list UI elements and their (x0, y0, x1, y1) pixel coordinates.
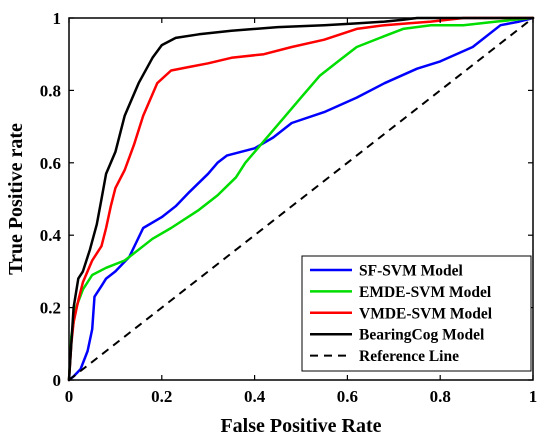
x-tick-label: 1 (529, 387, 538, 406)
x-tick-label: 0.8 (430, 387, 451, 406)
y-axis-label: True Positive rate (5, 123, 27, 275)
y-tick-label: 0.4 (40, 226, 62, 245)
y-tick-label: 0 (53, 371, 62, 390)
y-tick-label: 0.2 (40, 299, 61, 318)
x-tick-label: 0 (65, 387, 74, 406)
y-tick-label: 0.8 (40, 81, 61, 100)
axes-frame (68, 17, 534, 381)
series-line-reference-line (68, 17, 534, 381)
legend-label: VMDE-SVM Model (359, 305, 493, 322)
x-tick-label: 0.4 (244, 387, 266, 406)
legend: SF-SVM Model EMDE-SVM Model VMDE-SVM Model… (301, 255, 532, 372)
x-tick-label: 0.6 (337, 387, 358, 406)
legend-label: BearingCog Model (359, 327, 485, 344)
series-line-sf-svm-model (67, 16, 535, 382)
legend-label: SF-SVM Model (359, 263, 463, 280)
axis-tick-labels: 0 0.2 0.4 0.6 0.8 1 0 0.2 0.4 0.6 0.8 1 (40, 9, 538, 406)
legend-label: Reference Line (359, 348, 459, 365)
series-line-bearingcog-model (67, 16, 535, 382)
series-line-emde-svm-model (67, 16, 535, 382)
legend-label: EMDE-SVM Model (359, 284, 492, 301)
series-line-vmde-svm-model (67, 16, 535, 382)
y-tick-label: 0.6 (40, 154, 61, 173)
y-tick-label: 1 (53, 9, 62, 28)
x-tick-label: 0.2 (151, 387, 172, 406)
x-axis-label: False Positive Rate (220, 415, 381, 437)
plot-area (67, 16, 535, 382)
